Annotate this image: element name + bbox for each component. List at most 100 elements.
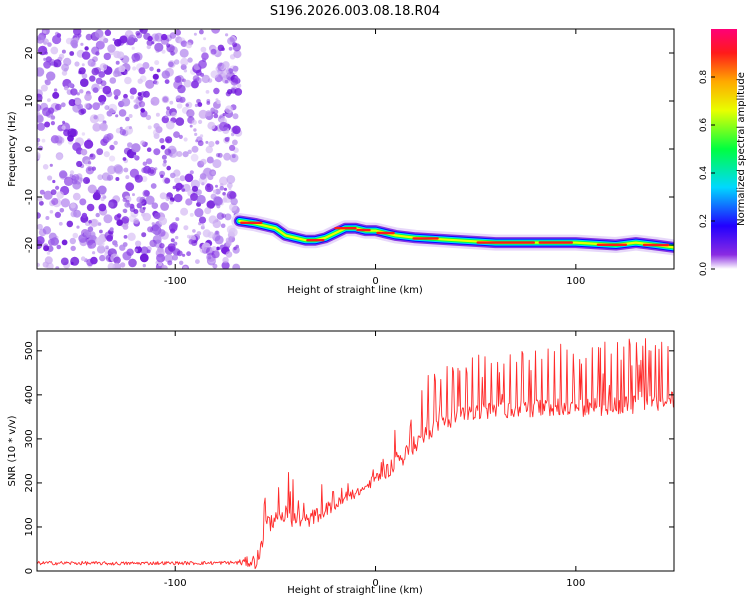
noise-blob — [165, 196, 170, 202]
noise-blob — [132, 193, 135, 197]
noise-blob — [81, 212, 88, 219]
noise-blob — [174, 59, 180, 65]
noise-blob — [55, 266, 60, 269]
noise-blob — [199, 134, 204, 138]
noise-blob — [155, 264, 165, 269]
colorbar-tick-label: 0.8 — [699, 70, 709, 85]
noise-blob — [160, 174, 164, 179]
noise-blob — [215, 140, 220, 145]
noise-blob — [113, 256, 121, 264]
colorbar-ticks: 0.0 0.2 0.4 0.6 0.8 — [699, 70, 715, 276]
noise-blob — [86, 203, 95, 212]
noise-blob — [45, 216, 50, 220]
noise-blob — [162, 96, 169, 103]
noise-blob — [150, 96, 160, 106]
noise-blob — [179, 96, 186, 103]
noise-blob — [94, 29, 104, 38]
noise-blob — [59, 208, 65, 213]
noise-blob — [161, 70, 170, 79]
noise-blob — [133, 218, 140, 225]
noise-blob — [188, 239, 194, 245]
noise-blob — [133, 104, 139, 110]
noise-blob — [68, 82, 74, 88]
noise-blob — [88, 219, 92, 224]
y-tick-label: 0 — [24, 568, 35, 574]
noise-blob — [72, 142, 81, 152]
noise-blob — [37, 138, 41, 143]
noise-blob — [161, 33, 168, 41]
noise-blob — [226, 182, 233, 189]
noise-blob — [67, 128, 77, 138]
noise-blob — [199, 173, 207, 180]
noise-blob — [84, 93, 92, 101]
noise-blob — [70, 202, 76, 209]
noise-blob — [206, 200, 216, 209]
noise-blob — [136, 202, 143, 209]
noise-blob — [139, 207, 146, 214]
noise-blob — [72, 192, 81, 201]
noise-blob — [229, 191, 237, 199]
noise-blob — [232, 263, 241, 269]
noise-blob — [145, 114, 152, 121]
noise-blob — [50, 121, 56, 126]
noise-blob — [198, 216, 207, 224]
y-tick-label: 500 — [24, 341, 35, 360]
noise-blob — [179, 48, 189, 58]
noise-blob — [87, 161, 92, 165]
noise-blob — [122, 242, 128, 247]
noise-blob — [84, 159, 92, 167]
noise-blob — [37, 110, 40, 116]
noise-blob — [229, 144, 236, 151]
noise-blob — [101, 101, 105, 105]
noise-blob — [174, 75, 182, 83]
noise-blob — [185, 42, 192, 49]
noise-blob — [164, 79, 170, 84]
noise-blob — [70, 245, 76, 252]
noise-blob — [39, 189, 45, 195]
noise-blob — [193, 32, 197, 36]
noise-blob — [161, 154, 167, 160]
noise-blob — [98, 203, 107, 212]
noise-blob — [226, 225, 236, 235]
noise-blob — [221, 261, 230, 269]
noise-blob — [232, 125, 241, 135]
noise-blob — [109, 77, 117, 84]
noise-blob — [155, 126, 163, 134]
noise-blob — [90, 218, 99, 227]
noise-blob — [85, 33, 93, 41]
noise-blob — [149, 66, 154, 72]
noise-blob — [203, 246, 210, 253]
noise-blob — [98, 94, 107, 104]
noise-blob — [95, 212, 100, 218]
noise-blob — [192, 229, 196, 233]
noise-blob — [134, 174, 143, 183]
noise-blob — [132, 66, 137, 71]
noise-blob — [47, 175, 53, 181]
noise-blob — [176, 151, 183, 157]
noise-blob — [200, 158, 207, 165]
noise-blob — [158, 262, 163, 267]
noise-blob — [179, 260, 184, 265]
noise-blob — [151, 224, 159, 232]
noise-blob — [141, 175, 148, 183]
noise-blob — [187, 149, 192, 154]
noise-blob — [60, 102, 66, 108]
noise-blob — [182, 253, 186, 257]
noise-blob — [205, 145, 213, 154]
noise-blob — [200, 46, 207, 53]
noise-blob — [146, 39, 153, 46]
noise-blob — [211, 250, 220, 259]
noise-blob — [166, 44, 175, 53]
noise-blob — [152, 73, 159, 80]
noise-blob — [106, 234, 113, 242]
snr-axes: -100 0 100 0 100 200 300 400 500 — [24, 331, 674, 589]
noise-blob — [160, 36, 170, 45]
noise-blob — [99, 85, 103, 90]
noise-blob — [46, 251, 51, 255]
noise-blob — [175, 235, 179, 240]
noise-blob — [138, 101, 146, 108]
noise-blob — [58, 221, 63, 226]
noise-blob — [95, 40, 105, 50]
noise-blob — [198, 109, 208, 119]
